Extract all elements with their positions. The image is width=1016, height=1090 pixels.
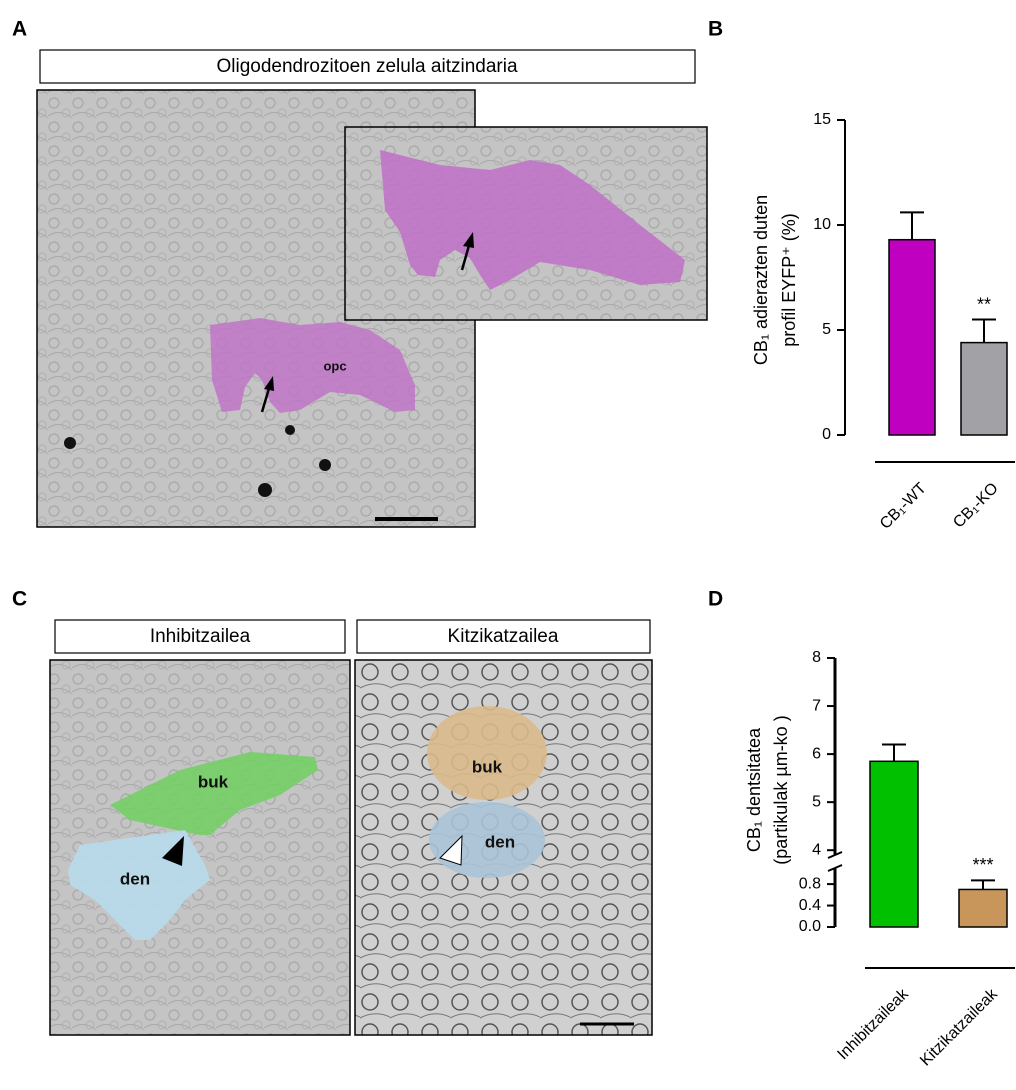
panel-letter: A	[12, 18, 27, 41]
title-box	[39, 49, 696, 84]
x-tick-label: CB₁-WT	[877, 480, 930, 533]
y-tick-label: 0	[822, 426, 831, 443]
y-tick-label: 4	[812, 841, 821, 858]
arrow-head	[463, 232, 474, 248]
y-tick-label: 15	[813, 111, 831, 128]
opc-overlay	[210, 318, 415, 413]
title-box	[54, 619, 346, 654]
title-box	[356, 619, 651, 654]
gold-particle	[258, 483, 272, 497]
gold-particle	[285, 425, 295, 435]
image-label: opc	[323, 358, 346, 373]
y-tick-label: 10	[813, 216, 831, 233]
y-axis-label: CB₁ adierazten duten	[751, 195, 771, 365]
y-axis-label: CB₁ dentsitatea	[744, 727, 764, 852]
y-tick-label: 7	[812, 697, 821, 714]
axis-break	[827, 851, 843, 859]
y-tick-label: 0.4	[799, 897, 821, 914]
gold-particle	[319, 459, 331, 471]
image-title: Kitzikatzailea	[448, 626, 559, 647]
y-tick-label: 8	[812, 649, 821, 666]
bar	[960, 341, 1008, 436]
panel-letter: D	[708, 588, 723, 611]
x-tick-label: Inhibitzaileak	[834, 985, 912, 1063]
image-label: den	[120, 869, 150, 888]
image-title: Inhibitzailea	[150, 626, 251, 647]
y-axis-label: profil EYFP⁺ (%)	[779, 213, 799, 347]
significance: ***	[972, 855, 993, 875]
significance: **	[977, 294, 991, 314]
bar	[888, 238, 936, 436]
gold-particle	[64, 437, 76, 449]
axis-break	[827, 864, 843, 872]
arrow-head	[264, 376, 274, 391]
y-tick-label: 5	[822, 321, 831, 338]
bar	[958, 888, 1008, 928]
x-tick-label: CB₁-KO	[950, 480, 1002, 532]
x-tick-label: Kitzikatzaileak	[917, 985, 1001, 1069]
image-label: den	[485, 832, 515, 851]
y-axis-label: (partikulak µm-ko )	[771, 715, 791, 864]
panel-letter: C	[12, 588, 27, 611]
y-tick-label: 0.0	[799, 918, 821, 935]
image-label: buk	[198, 772, 229, 791]
arrowhead	[439, 834, 463, 866]
y-tick-label: 5	[812, 793, 821, 810]
y-tick-label: 0.8	[799, 875, 821, 892]
panel-letter: B	[708, 18, 723, 41]
image-label: buk	[472, 757, 503, 776]
arrowhead	[162, 836, 184, 866]
opc-overlay	[380, 150, 685, 290]
bar	[869, 760, 919, 928]
bouton-overlay	[110, 752, 318, 835]
y-tick-label: 6	[812, 745, 821, 762]
bouton-overlay	[427, 706, 547, 800]
image-title: Oligodendrozitoen zelula aitzindaria	[216, 56, 517, 77]
